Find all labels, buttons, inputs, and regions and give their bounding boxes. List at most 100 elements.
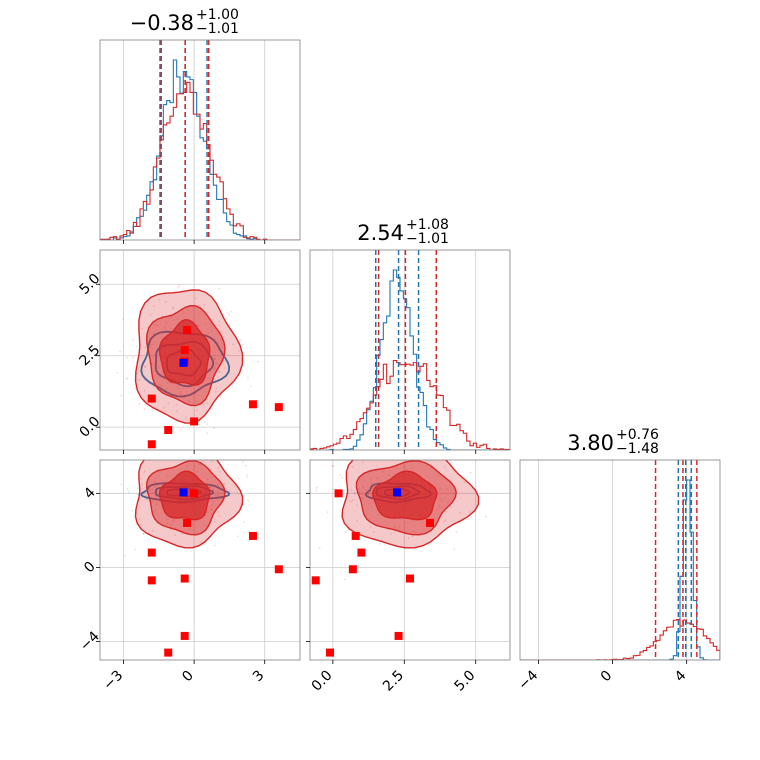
red-marker (180, 574, 189, 583)
sample-point (339, 474, 342, 477)
sample-point (373, 483, 376, 485)
red-marker (311, 576, 320, 585)
sample-point (341, 476, 344, 479)
sample-point (216, 375, 219, 378)
sample-point (246, 473, 249, 476)
sample-point (218, 287, 221, 290)
sample-point (236, 535, 239, 538)
sample-point (143, 365, 146, 368)
sample-point (142, 471, 145, 474)
sample-point (175, 385, 178, 388)
sample-point (174, 534, 177, 537)
y-tick-label: 0.0 (76, 414, 103, 441)
sample-point (438, 504, 441, 507)
sample-point (136, 487, 139, 490)
sample-point (171, 454, 173, 456)
panel-title-1: 2.54 (357, 221, 404, 245)
sample-point (360, 496, 363, 499)
panel-frame (99, 459, 301, 661)
sample-point (394, 526, 397, 529)
sample-point (361, 455, 363, 457)
sample-point (438, 489, 441, 492)
sample-point (161, 376, 164, 378)
sample-point (131, 339, 134, 341)
sample-point (485, 515, 488, 518)
sample-point (242, 365, 245, 367)
sample-point (371, 485, 374, 488)
red-marker (248, 531, 257, 540)
sample-point (140, 356, 143, 359)
sample-point (369, 526, 372, 529)
sample-point (344, 578, 346, 581)
sample-point (155, 363, 157, 366)
sample-point (172, 519, 175, 522)
panel-title-0: −0.38 (130, 11, 194, 35)
sample-point (187, 308, 190, 310)
sample-point (455, 530, 458, 533)
red-marker (180, 346, 189, 354)
sample-point (464, 481, 466, 484)
sample-point (148, 346, 151, 349)
sample-point (172, 306, 175, 309)
x-tick-label: 4 (672, 667, 690, 685)
sample-point (156, 324, 159, 327)
sample-point (186, 465, 189, 468)
sample-point (206, 423, 209, 425)
sample-point (157, 366, 160, 369)
sample-point (144, 366, 147, 368)
sample-point (213, 366, 216, 368)
sample-point (350, 489, 353, 492)
sample-point (125, 377, 128, 380)
sample-point (198, 312, 201, 315)
sample-point (199, 304, 201, 307)
sample-point (155, 503, 158, 506)
sample-point (152, 385, 155, 388)
sample-point (222, 363, 225, 366)
sample-point (199, 541, 202, 543)
sample-point (165, 301, 167, 303)
blue-marker (179, 488, 188, 497)
sample-point (166, 474, 169, 477)
red-marker (406, 574, 414, 583)
sample-point (209, 508, 212, 511)
sample-point (214, 390, 217, 393)
sample-point (368, 502, 371, 505)
sample-point (206, 432, 209, 435)
sample-point (157, 499, 160, 502)
sample-point (215, 362, 218, 365)
sample-point (156, 503, 158, 506)
sample-point (140, 491, 143, 494)
sample-point (219, 395, 222, 398)
sample-point (331, 465, 334, 468)
sample-point (361, 498, 363, 501)
sample-point (468, 518, 470, 520)
sample-point (120, 483, 123, 486)
sample-point (149, 314, 152, 316)
sample-point (216, 489, 219, 492)
sample-point (352, 499, 354, 502)
sample-point (143, 390, 146, 392)
sample-point (207, 512, 209, 514)
sample-point (149, 488, 152, 491)
sample-point (153, 323, 156, 325)
red-marker (357, 548, 366, 557)
sample-point (469, 471, 472, 474)
sample-point (332, 464, 335, 467)
panel-0-0 (100, 40, 300, 240)
sample-point (195, 409, 198, 411)
panel-frame (309, 249, 511, 451)
sample-point (179, 428, 182, 431)
red-marker (183, 518, 192, 527)
sample-point (177, 286, 180, 289)
sample-point (153, 332, 155, 335)
y-tick-label: 2.5 (76, 342, 103, 369)
sample-point (247, 499, 250, 502)
title-lower-error: −1.48 (616, 441, 659, 457)
sample-point (175, 410, 178, 413)
sample-point (215, 387, 218, 390)
red-marker (147, 440, 156, 449)
sample-point (440, 500, 443, 502)
red-marker (248, 400, 257, 409)
sample-point (210, 460, 213, 463)
